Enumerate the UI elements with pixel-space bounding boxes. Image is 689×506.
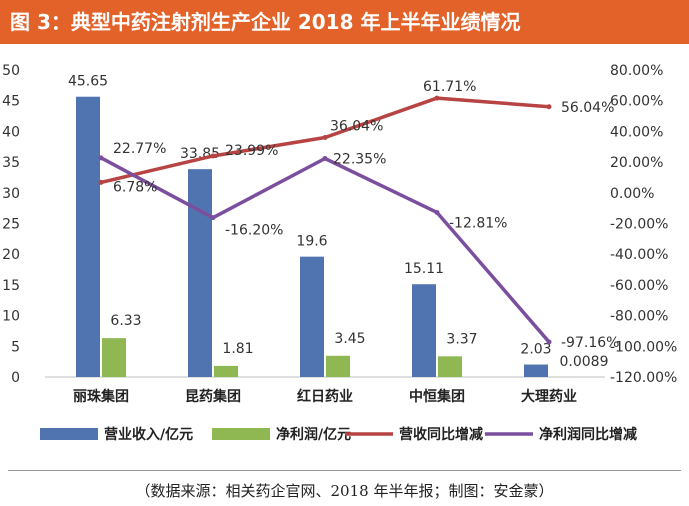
revenue-growth-line — [99, 96, 551, 185]
revenue-growth-point — [322, 134, 328, 140]
bar-revenue — [300, 256, 324, 377]
x-tick-label: 红日药业 — [297, 388, 353, 405]
bar-data-label: 19.6 — [296, 234, 327, 250]
y-left-tick-label: 40 — [2, 124, 20, 140]
y-left-tick-label: 20 — [2, 247, 20, 263]
x-tick-label: 丽珠集团 — [73, 388, 129, 405]
y-right-tick-label: 80.00% — [610, 63, 663, 79]
y-right-tick-label: -40.00% — [610, 247, 668, 263]
profit-growth-line — [99, 156, 551, 344]
y-right-tick-label: -20.00% — [610, 217, 668, 233]
y-right-tick-label: 20.00% — [610, 155, 663, 171]
legend-swatch — [40, 428, 98, 440]
profit-growth-point — [210, 215, 216, 221]
x-tick-label: 大理药业 — [521, 388, 577, 405]
profit-growth-point — [98, 155, 104, 161]
line-data-label: 56.04% — [561, 100, 614, 116]
y-left-tick-label: 35 — [2, 155, 20, 171]
y-right-tick-label: 60.00% — [610, 94, 663, 110]
profit-growth-point — [322, 155, 328, 161]
legend-label: 净利润同比增减 — [539, 426, 637, 443]
bar-data-label: 15.11 — [404, 261, 444, 277]
legend-label: 营收同比增减 — [399, 426, 483, 443]
y-left-tick-label: 50 — [2, 63, 20, 79]
y-right-tick-label: -100.00% — [610, 339, 677, 355]
y-right-tick-label: 0.00% — [610, 186, 654, 202]
y-left-tick-label: 30 — [2, 186, 20, 202]
bar-data-label: 3.37 — [446, 331, 477, 347]
combo-chart: 0 5 10 15 20 25 30 35 40 45 50 -120.00% -100.00% -80.… — [2, 63, 677, 443]
profit-growth-point — [546, 339, 552, 345]
bar-data-label: 1.81 — [222, 341, 253, 357]
bar-revenue — [412, 284, 436, 377]
bar-net-profit — [214, 365, 238, 377]
y-left-tick-label: 25 — [2, 217, 20, 233]
y-left-tick-label: 10 — [2, 309, 20, 325]
bar-net-profit — [326, 355, 350, 377]
bar-data-label: 3.45 — [334, 331, 365, 347]
revenue-growth-point — [98, 179, 104, 185]
y-left-tick-label: 5 — [11, 339, 20, 355]
bar-net-profit — [102, 338, 126, 377]
line-data-label: 22.35% — [333, 151, 386, 167]
line-data-label: -97.16% — [561, 335, 619, 351]
line-data-label: 36.04% — [330, 118, 383, 134]
y-right-tick-label: 40.00% — [610, 124, 663, 140]
legend-label: 净利润/亿元 — [276, 426, 351, 443]
revenue-growth-point — [434, 95, 440, 101]
line-data-label: 23.99% — [225, 143, 278, 159]
line-data-label: 22.77% — [113, 141, 166, 157]
bar-net-profit — [438, 356, 462, 377]
bar-revenue — [188, 169, 212, 377]
revenue-growth-point — [546, 104, 552, 110]
bar-revenue — [76, 96, 100, 378]
divider — [8, 470, 681, 471]
source-note: （数据来源：相关药企官网、2018 年半年报；制图：安金蒙） — [135, 482, 554, 500]
bar-data-label: 45.65 — [68, 74, 108, 90]
y-left-tick-label: 0 — [11, 370, 20, 386]
x-tick-label: 中恒集团 — [409, 388, 465, 405]
figure-title: 图 3：典型中药注射剂生产企业 2018 年上半年业绩情况 — [10, 10, 521, 34]
y-right-tick-label: -60.00% — [610, 278, 668, 294]
line-data-label: 6.78% — [113, 179, 157, 195]
legend-label: 营业收入/亿元 — [104, 426, 193, 443]
bar-data-label: 2.03 — [520, 342, 551, 358]
y-left-tick-label: 45 — [2, 94, 20, 110]
line-data-label: 61.71% — [423, 79, 476, 95]
bar-revenue — [524, 364, 548, 377]
y-right-tick-label: -80.00% — [610, 309, 668, 325]
profit-growth-point — [434, 209, 440, 215]
revenue-growth-point — [210, 153, 216, 159]
y-left-tick-label: 15 — [2, 278, 20, 294]
line-data-label: -12.81% — [449, 215, 507, 231]
y-right-tick-label: -120.00% — [610, 370, 677, 386]
title-bar: 图 3：典型中药注射剂生产企业 2018 年上半年业绩情况 — [0, 0, 689, 44]
x-tick-label: 昆药集团 — [185, 388, 241, 405]
legend-swatch — [212, 428, 270, 440]
line-data-label: -16.20% — [225, 223, 283, 239]
bar-data-label: 0.0089 — [560, 354, 609, 370]
bar-data-label: 6.33 — [110, 313, 141, 329]
